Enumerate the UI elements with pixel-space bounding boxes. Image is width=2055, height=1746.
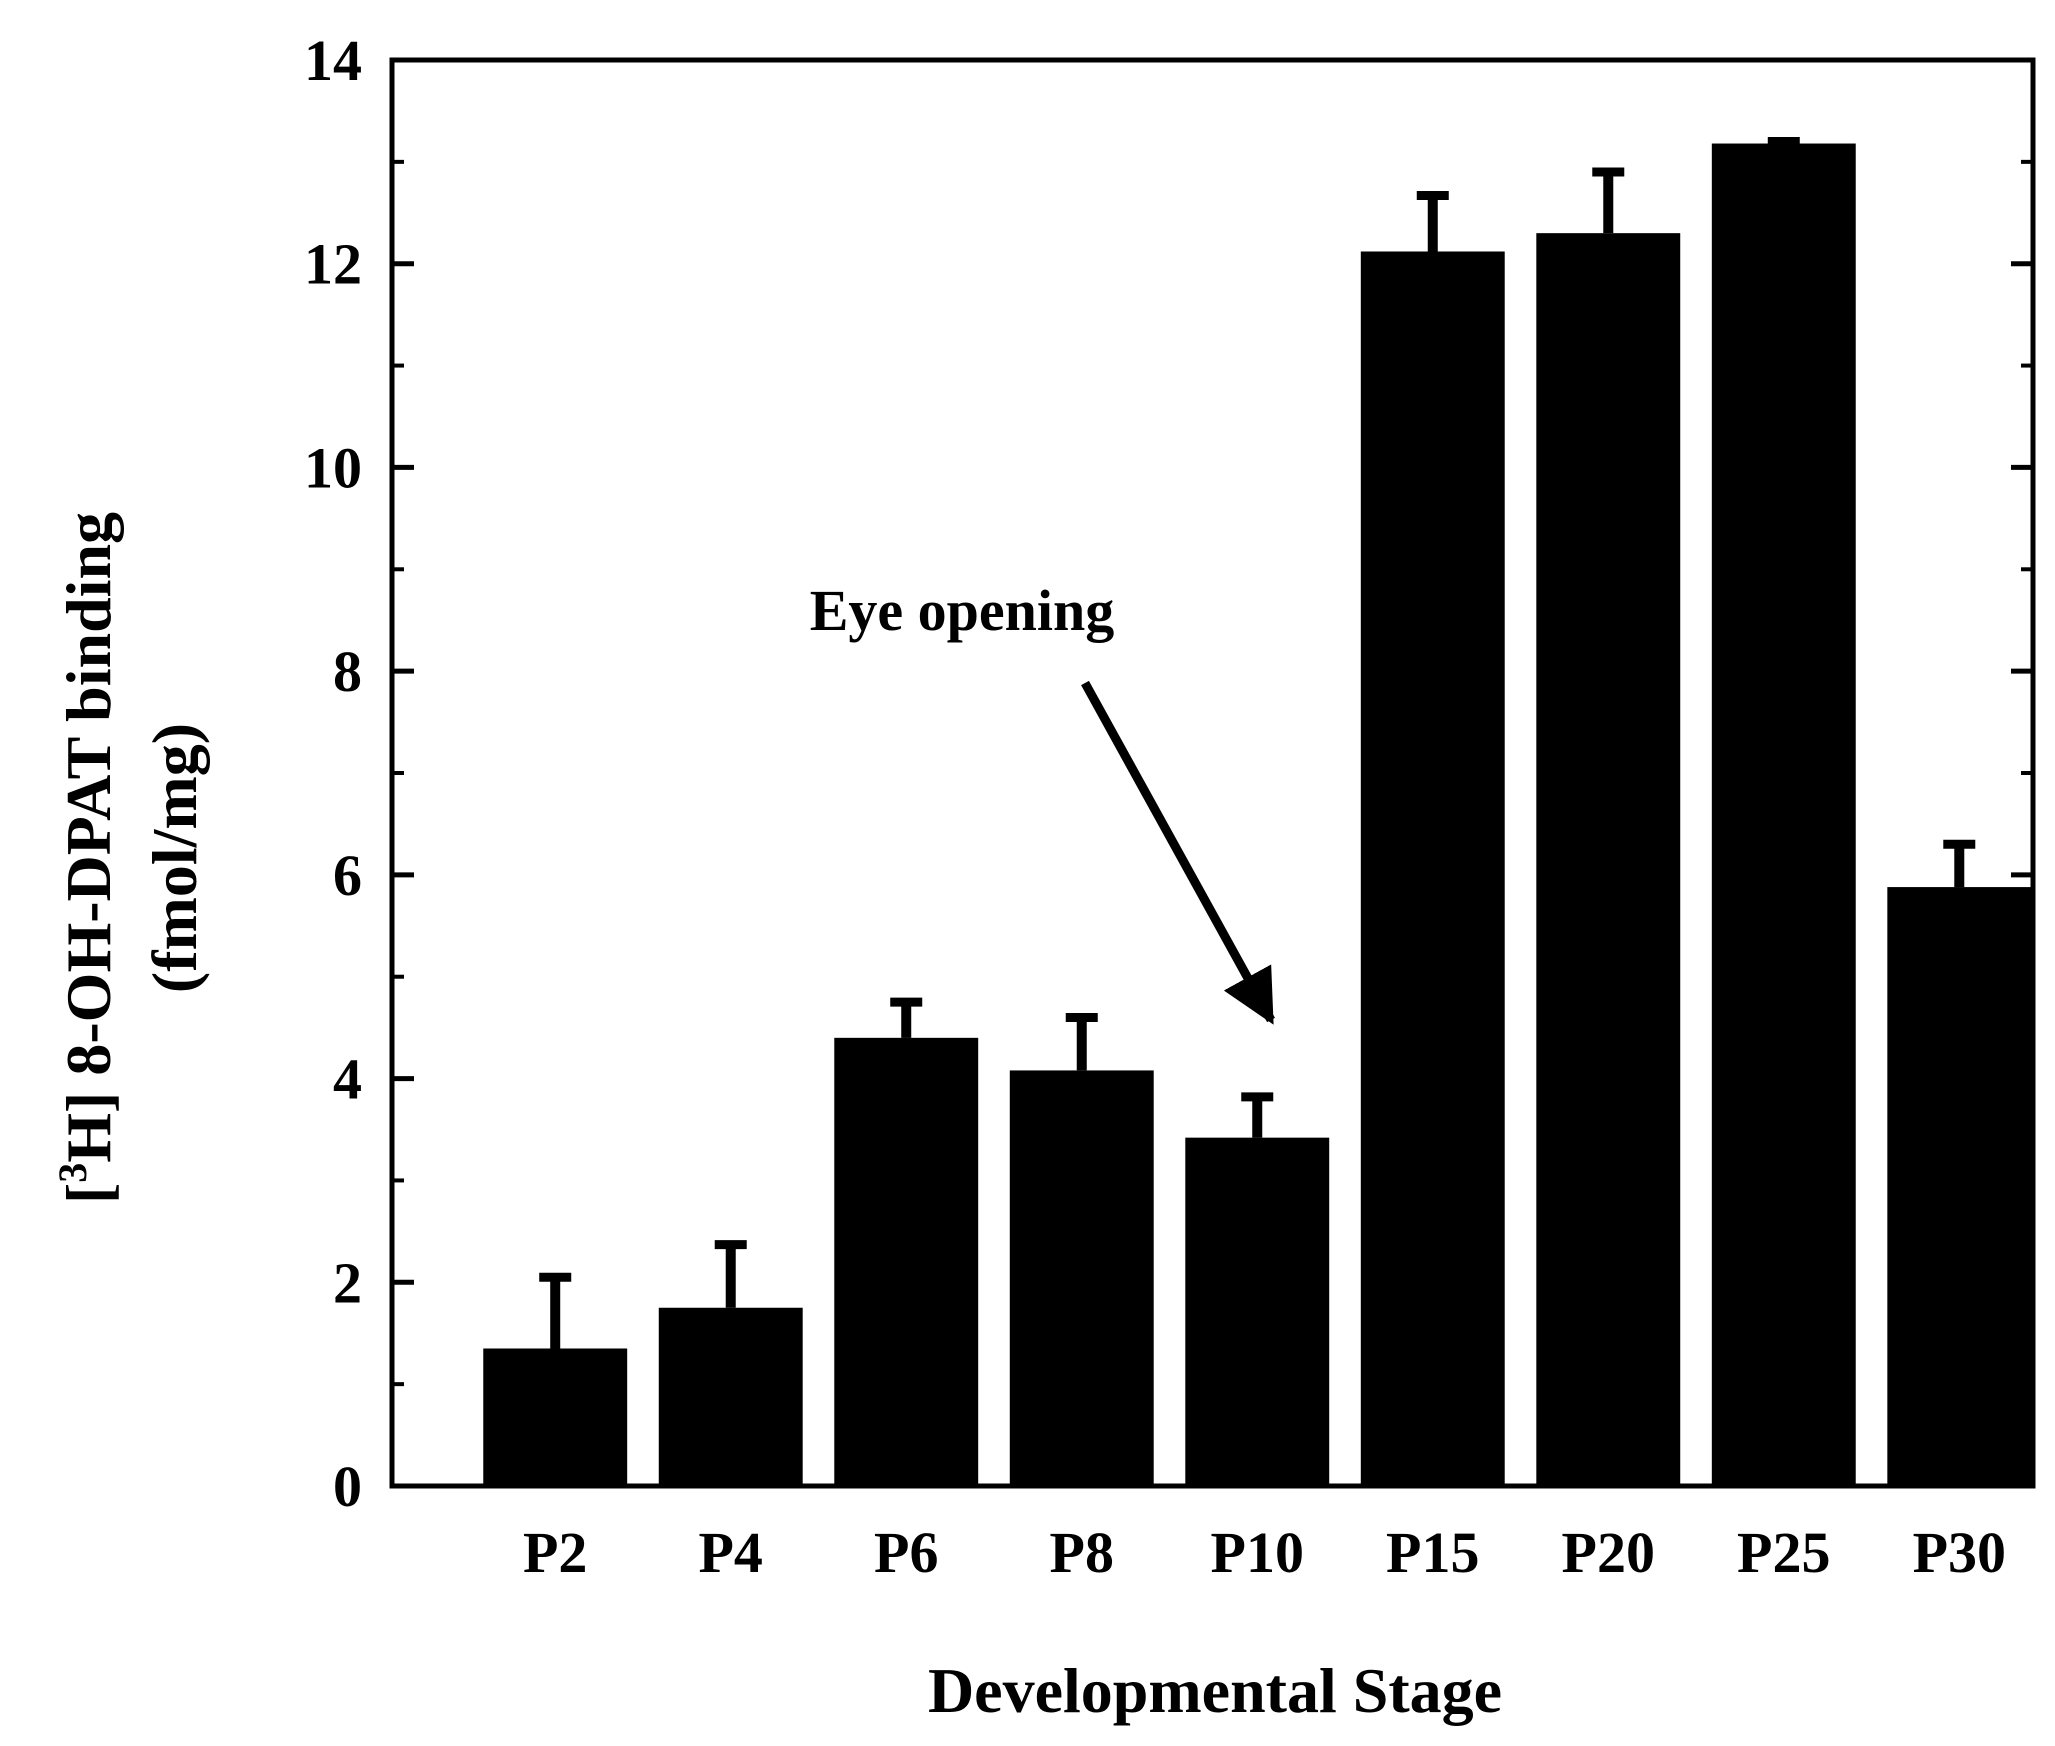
bars-layer: [483, 143, 2032, 1487]
x-tick-label-p30: P30: [1913, 1520, 2006, 1585]
y-axis-title: [3H] 8-OH-DPAT binding (fmol/mg): [50, 512, 210, 1204]
bar-p30: [1887, 887, 2032, 1486]
x-tick-label-p8: P8: [1050, 1520, 1114, 1585]
y-tick-label: 4: [333, 1047, 362, 1112]
y-tick-label: 6: [333, 843, 362, 908]
y-tick-label: 12: [304, 232, 362, 297]
y-tick-label: 8: [333, 639, 362, 704]
x-tick-label-p25: P25: [1737, 1520, 1830, 1585]
bar-p25: [1711, 143, 1856, 1487]
bar-p2: [483, 1348, 628, 1486]
y-tick-label: 14: [304, 28, 362, 93]
y-axis-title-superscript: 3: [50, 1163, 95, 1183]
x-tick-label-p20: P20: [1562, 1520, 1655, 1585]
bar-p10: [1185, 1137, 1330, 1486]
x-axis-title: Developmental Stage: [928, 1655, 1502, 1726]
x-tick-label-p15: P15: [1386, 1520, 1479, 1585]
y-axis-ticks: 0 2 4 6 8 10 12 14: [304, 28, 2033, 1519]
svg-text:[3H] 8-OH-DPAT binding: [3H] 8-OH-DPAT binding: [50, 512, 124, 1204]
y-tick-label: 0: [333, 1454, 362, 1519]
bar-p4: [658, 1307, 803, 1486]
error-bars-layer: [539, 136, 1976, 1349]
x-tick-label-p10: P10: [1211, 1520, 1304, 1585]
y-axis-title-line2: (fmol/mg): [139, 723, 210, 993]
y-axis-title-line1: H] 8-OH-DPAT binding: [53, 512, 124, 1163]
bar-p15: [1360, 251, 1505, 1486]
x-axis-ticks: P2 P4 P6 P8 P10 P15 P20 P25 P30: [523, 1520, 2006, 1585]
bar-p8: [1009, 1070, 1154, 1486]
y-axis-title-bracket: [: [53, 1183, 124, 1204]
y-tick-label: 10: [304, 435, 362, 500]
y-tick-label: 2: [333, 1250, 362, 1315]
x-tick-label-p2: P2: [523, 1520, 587, 1585]
eye-opening-arrow: [1081, 680, 1275, 1025]
x-tick-label-p4: P4: [699, 1520, 763, 1585]
x-tick-label-p6: P6: [874, 1520, 938, 1585]
bar-p6: [834, 1037, 979, 1486]
bar-p20: [1536, 233, 1681, 1487]
eye-opening-annotation: Eye opening: [810, 578, 1115, 643]
